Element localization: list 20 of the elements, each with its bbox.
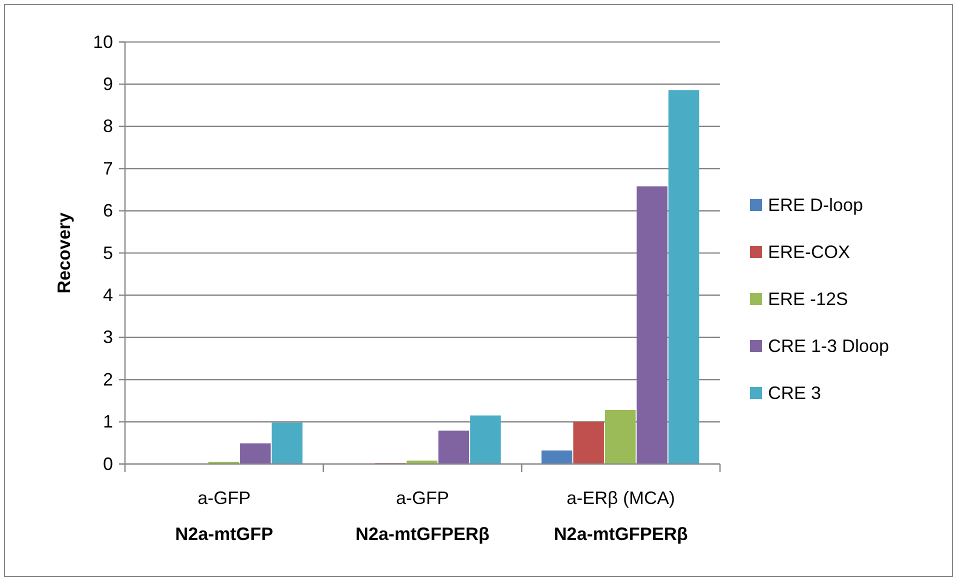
y-tick-label: 4 — [102, 284, 113, 305]
x-tick-label: a-GFP N2a-mtGFPERβ — [355, 488, 490, 544]
x-tick-label: a-GFP N2a-mtGFP — [175, 488, 274, 544]
y-tick-label: 8 — [102, 116, 113, 136]
y-tick-label: 9 — [102, 74, 113, 94]
y-tick-label: 1 — [102, 412, 113, 432]
y-tick-label: 6 — [102, 200, 113, 221]
y-tick-label: 7 — [102, 158, 113, 178]
y-tick-label: 10 — [92, 32, 113, 52]
y-tick-label: 2 — [102, 369, 113, 390]
y-tick-label: 5 — [102, 242, 113, 263]
x-tick-label: a-ERβ (MCA) N2a-mtGFPERβ — [554, 488, 688, 544]
legend-label: ERE -12S — [768, 289, 848, 309]
legend-label: CRE 1-3 Dloop — [768, 336, 890, 356]
legend-label: ERE-COX — [768, 242, 850, 262]
legend-label: ERE D-loop — [768, 195, 864, 215]
legend-label: CRE 3 — [768, 383, 822, 403]
y-tick-label: 0 — [102, 454, 113, 474]
y-axis-title: Recovery — [54, 212, 74, 294]
y-tick-label: 3 — [102, 327, 113, 348]
